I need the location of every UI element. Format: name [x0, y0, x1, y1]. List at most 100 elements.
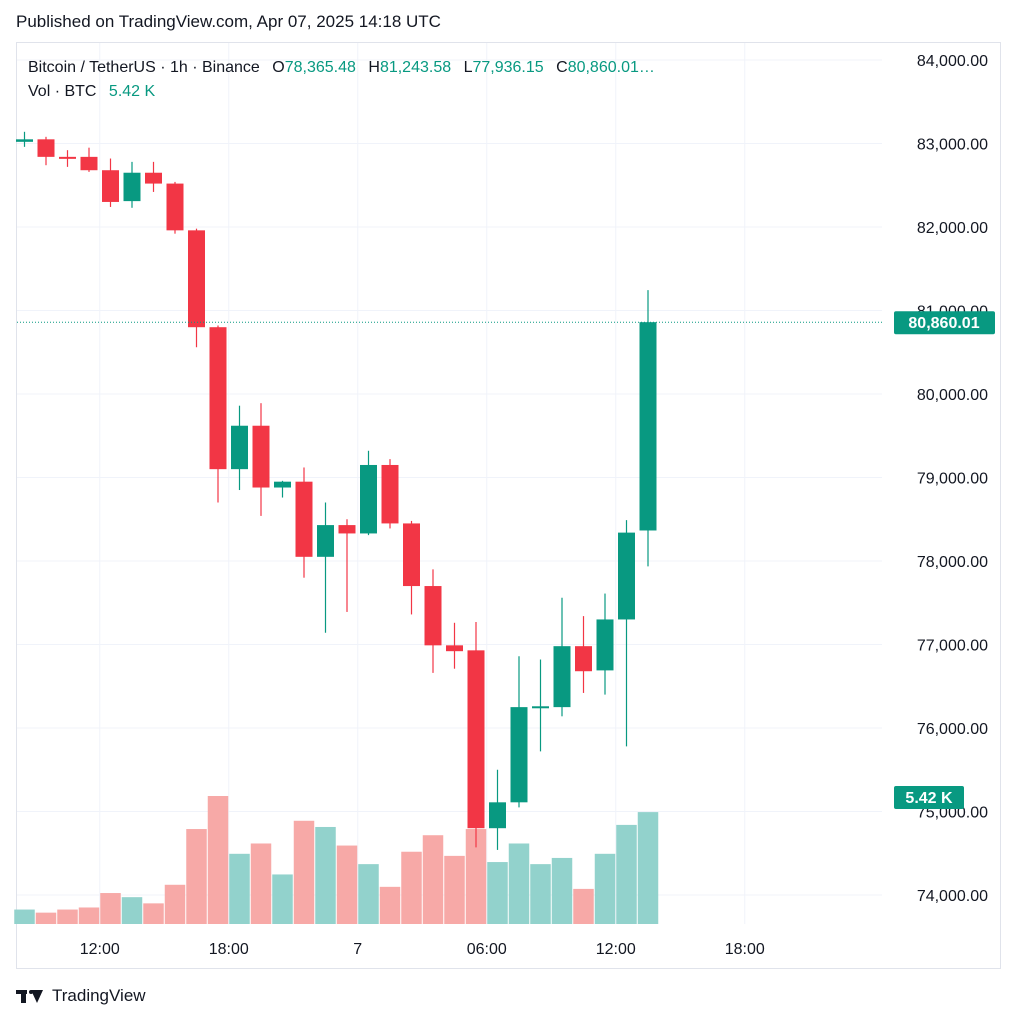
x-tick-label: 06:00	[467, 941, 507, 958]
candle-body	[532, 706, 549, 709]
volume-bar	[487, 862, 508, 924]
volume-bar	[444, 855, 465, 924]
candle-body	[274, 481, 291, 488]
volume-bar	[422, 835, 444, 924]
low-label: L	[463, 59, 473, 76]
candle-body	[510, 707, 528, 803]
volume-bar	[293, 820, 315, 924]
high-value: 81,243.58	[379, 59, 452, 76]
volume-bar	[164, 884, 186, 924]
candle-body	[575, 646, 592, 672]
time-axis: 12:00 18:00 7 06:00 12:00 18:00	[80, 941, 765, 958]
volume-bar	[100, 893, 121, 924]
volume-bar	[637, 812, 659, 924]
open-value: 78,365.48	[284, 59, 356, 76]
y-tick-label: 76,000.00	[917, 721, 988, 738]
candle-body	[59, 156, 76, 159]
footer-brand[interactable]: TradingView	[16, 986, 146, 1006]
open-label: O	[272, 59, 285, 76]
chart-frame	[16, 42, 1001, 969]
candle-body	[489, 802, 506, 829]
volume-marker-label: 5.42 K	[905, 790, 953, 807]
y-tick-label: 74,000.00	[917, 888, 988, 905]
close-label: C	[556, 59, 568, 76]
volume-bar	[229, 853, 250, 924]
y-tick-label: 79,000.00	[917, 471, 988, 488]
volume-bar	[57, 909, 78, 924]
candle-body	[188, 230, 205, 328]
volume-bar	[14, 909, 35, 924]
chart-legend: Bitcoin / TetherUS · 1h · Binance O78,36…	[28, 56, 655, 104]
volume-bar	[186, 829, 207, 924]
volume-bar	[594, 853, 616, 924]
volume-label: Vol · BTC	[28, 83, 97, 100]
volume-bar	[530, 864, 551, 924]
volume-marker	[894, 786, 964, 809]
candle-body	[295, 481, 313, 557]
close-value: 80,860.01…	[567, 59, 655, 76]
volume-bar	[272, 874, 293, 924]
candle-body	[618, 532, 635, 620]
x-tick-label: 7	[353, 941, 362, 958]
last-price-label: 80,860.01	[908, 315, 979, 332]
published-caption: Published on TradingView.com, Apr 07, 20…	[16, 12, 441, 31]
candle-body	[446, 645, 463, 652]
candle-body	[381, 464, 399, 524]
volume-bar	[358, 864, 379, 924]
y-tick-label: 84,000.00	[917, 53, 988, 70]
candle-body	[102, 170, 119, 202]
price-markers: 80,860.01 5.42 K	[17, 311, 995, 809]
symbol-label: Bitcoin / TetherUS · 1h · Binance	[28, 59, 260, 76]
candle-body	[166, 183, 184, 231]
candle-body	[553, 646, 571, 708]
candle-body	[596, 619, 614, 671]
candle-body	[467, 650, 485, 829]
volume-bar	[143, 903, 164, 924]
candle-body	[16, 139, 33, 142]
candle-body	[338, 525, 356, 534]
volume-bar	[315, 826, 336, 924]
tradingview-logo-icon	[16, 987, 46, 1005]
candle-body	[123, 172, 141, 202]
high-label: H	[368, 59, 380, 76]
volume-bar	[35, 912, 57, 924]
volume-bar	[616, 824, 637, 924]
y-tick-label: 80,000.00	[917, 387, 988, 404]
volume-bar	[573, 888, 594, 924]
candle-body	[424, 586, 442, 646]
y-tick-label: 82,000.00	[917, 220, 988, 237]
y-tick-label: 77,000.00	[917, 638, 988, 655]
y-tick-label: 78,000.00	[917, 554, 988, 571]
candle-body	[317, 525, 334, 557]
x-tick-label: 18:00	[209, 941, 249, 958]
volume-bar	[401, 851, 422, 924]
candle-body	[80, 156, 98, 171]
candle-body	[252, 425, 270, 488]
candles	[16, 131, 657, 850]
candle-body	[231, 425, 248, 470]
volume-bar	[465, 829, 487, 924]
ohlc-row: Bitcoin / TetherUS · 1h · Binance O78,36…	[28, 56, 655, 80]
x-tick-label: 18:00	[725, 941, 765, 958]
volume-bars	[14, 796, 659, 924]
volume-bar	[508, 843, 530, 924]
candle-body	[639, 322, 657, 531]
candle-body	[403, 523, 420, 587]
candle-body	[145, 172, 162, 184]
candle-body	[37, 139, 55, 157]
x-tick-label: 12:00	[80, 941, 120, 958]
candle-body	[360, 464, 377, 534]
last-price-marker	[894, 311, 995, 335]
volume-bar	[336, 845, 358, 924]
volume-bar	[207, 796, 229, 924]
volume-value: 5.42 K	[108, 83, 156, 100]
x-tick-label: 12:00	[596, 941, 636, 958]
volume-bar	[250, 843, 272, 924]
low-value: 77,936.15	[472, 59, 544, 76]
price-axis: 84,000.0083,000.0082,000.0081,000.0080,0…	[917, 53, 988, 905]
volume-bar	[121, 897, 143, 924]
volume-bar	[78, 907, 100, 924]
volume-bar	[379, 886, 401, 924]
candle-body	[209, 327, 227, 470]
